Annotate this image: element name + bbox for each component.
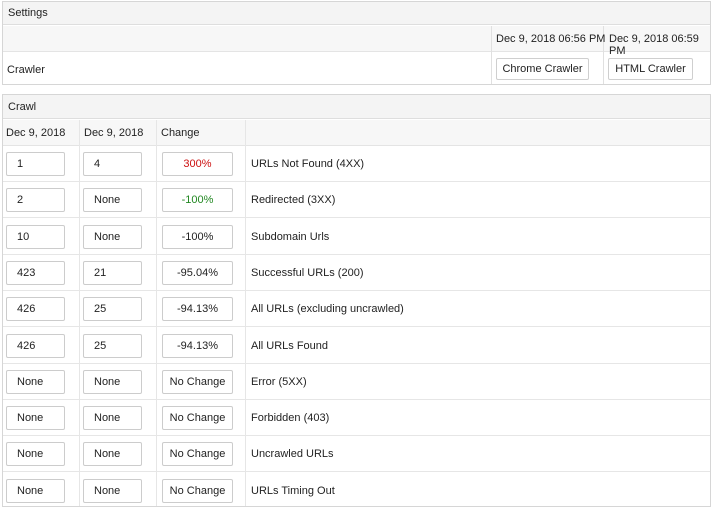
change-field[interactable]: -100%: [162, 188, 233, 213]
column-divider: [156, 120, 157, 506]
value-field-date-2[interactable]: None: [83, 369, 142, 394]
change-field[interactable]: 300%: [162, 152, 233, 176]
change-field[interactable]: No Change: [162, 369, 233, 394]
column-header-date-1: Dec 9, 2018: [6, 127, 66, 139]
settings-date-2: Dec 9, 2018 06:59 PM: [609, 33, 699, 57]
table-row: 426 25 -94.13% All URLs Found: [3, 328, 710, 364]
metric-label: URLs Timing Out: [251, 484, 335, 497]
metric-label: Redirected (3XX): [251, 194, 336, 207]
settings-header: Settings: [3, 2, 710, 25]
change-field[interactable]: -100%: [162, 224, 233, 249]
table-row: 1 4 300% URLs Not Found (4XX): [3, 146, 710, 182]
column-header-date-2: Dec 9, 2018: [84, 127, 144, 139]
html-crawler-button[interactable]: HTML Crawler: [608, 58, 693, 80]
value-field-date-1[interactable]: 426: [6, 297, 65, 322]
change-field[interactable]: No Change: [162, 478, 233, 503]
crawl-header: Crawl: [3, 95, 710, 119]
crawler-label: Crawler: [7, 64, 45, 76]
value-field-date-1[interactable]: 2: [6, 188, 65, 213]
value-field-date-2[interactable]: 25: [83, 297, 142, 322]
column-header-change: Change: [161, 127, 200, 139]
column-divider: [245, 120, 246, 506]
value-field-date-1[interactable]: 426: [6, 333, 65, 358]
crawl-column-header-row: [3, 120, 710, 146]
metric-label: All URLs (excluding uncrawled): [251, 303, 404, 316]
value-field-date-2[interactable]: None: [83, 442, 142, 467]
table-row: 10 None -100% Subdomain Urls: [3, 219, 710, 255]
change-field[interactable]: -95.04%: [162, 260, 233, 285]
metric-label: URLs Not Found (4XX): [251, 158, 365, 170]
change-field[interactable]: No Change: [162, 442, 233, 467]
change-field[interactable]: -94.13%: [162, 297, 233, 322]
chrome-crawler-button[interactable]: Chrome Crawler: [496, 58, 589, 80]
value-field-date-2[interactable]: None: [83, 478, 142, 503]
value-field-date-2[interactable]: 21: [83, 260, 142, 285]
value-field-date-1[interactable]: 1: [6, 152, 65, 176]
change-field[interactable]: No Change: [162, 406, 233, 431]
table-row: None None No Change Forbidden (403): [3, 400, 710, 437]
settings-divider: [603, 26, 604, 84]
settings-divider: [491, 26, 492, 84]
value-field-date-2[interactable]: 25: [83, 333, 142, 358]
value-field-date-1[interactable]: None: [6, 369, 65, 394]
column-divider: [79, 120, 80, 506]
value-field-date-1[interactable]: None: [6, 406, 65, 431]
metric-label: Subdomain Urls: [251, 230, 330, 243]
value-field-date-1[interactable]: None: [6, 478, 65, 503]
metric-label: Error (5XX): [251, 375, 307, 388]
metric-label: All URLs Found: [251, 339, 329, 352]
change-field[interactable]: -94.13%: [162, 333, 233, 358]
metric-label: Uncrawled URLs: [251, 448, 334, 461]
value-field-date-1[interactable]: 10: [6, 224, 65, 249]
value-field-date-2[interactable]: None: [83, 188, 142, 213]
value-field-date-1[interactable]: 423: [6, 260, 65, 285]
value-field-date-2[interactable]: 4: [83, 152, 142, 176]
table-row: None None No Change Error (5XX): [3, 364, 710, 400]
crawl-title: Crawl: [8, 100, 37, 113]
table-row: 2 None -100% Redirected (3XX): [3, 182, 710, 219]
table-row: 426 25 -94.13% All URLs (excluding uncrawle…: [3, 291, 710, 328]
settings-title: Settings: [8, 7, 48, 19]
value-field-date-2[interactable]: None: [83, 406, 142, 431]
table-row: 423 21 -95.04% Successful URLs (200): [3, 255, 710, 291]
table-row: None None No Change URLs Timing Out: [3, 473, 710, 508]
settings-date-row: [3, 26, 710, 52]
settings-panel: Settings Dec 9, 2018 06:56 PM Dec 9, 201…: [2, 1, 711, 85]
metric-label: Forbidden (403): [251, 412, 330, 425]
table-row: None None No Change Uncrawled URLs: [3, 436, 710, 473]
value-field-date-1[interactable]: None: [6, 442, 65, 467]
metric-label: Successful URLs (200): [251, 266, 364, 279]
value-field-date-2[interactable]: None: [83, 224, 142, 249]
settings-date-1: Dec 9, 2018 06:56 PM: [496, 33, 606, 45]
